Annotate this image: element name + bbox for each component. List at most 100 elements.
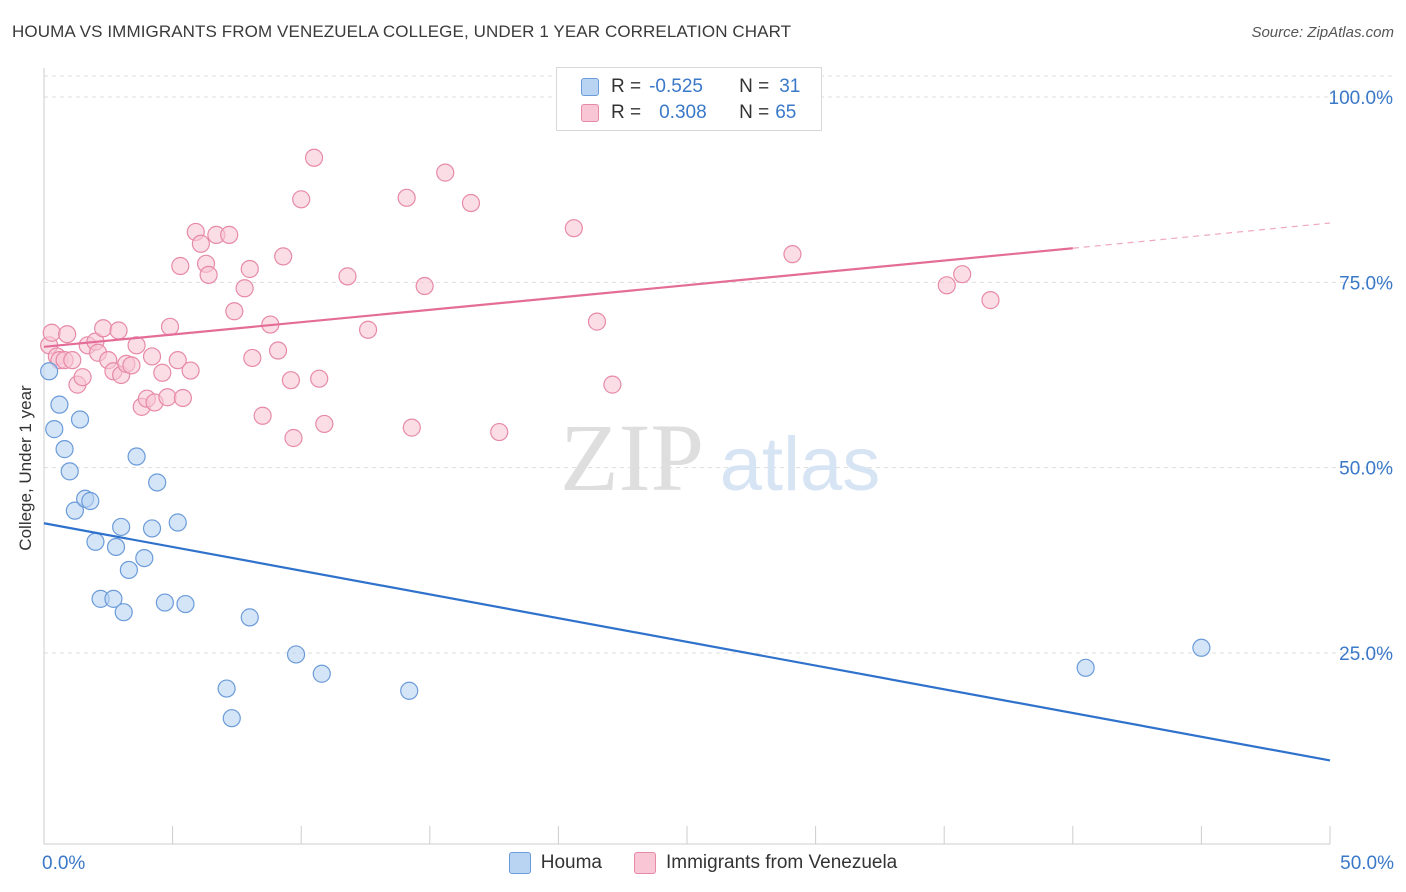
venezuela-point-25 [158,388,177,407]
venezuela-point-62 [783,245,802,264]
venezuela-point-36 [220,225,239,244]
venezuela-trend-extension [1072,222,1331,249]
houma-point-12 [106,537,126,557]
venezuela-point-28 [171,256,190,276]
venezuela-n-value: 65 [775,102,797,123]
watermark: ZIP atlas [560,404,880,511]
legend-box: R = -0.525 N = 31 R = 0.308 N = 65 [556,67,822,131]
venezuela-point-56 [436,163,455,182]
venezuela-point-27 [168,351,187,370]
bottom-houma-swatch [508,852,531,874]
venezuela-point-39 [240,259,259,279]
houma-point-24 [222,709,241,728]
y-tick-label-50: 50.0% [1339,459,1393,480]
houma-point-29 [1076,658,1095,677]
houma-point-11 [104,589,123,608]
venezuela-point-49 [310,369,329,388]
venezuela-point-12 [94,319,113,338]
houma-point-6 [70,410,90,429]
houma-point-0 [40,362,59,381]
venezuela-point-6 [63,351,82,370]
chart-source: Source: ZipAtlas.com [1251,24,1394,41]
venezuela-r-value: 0.308 [659,102,707,123]
venezuela-point-45 [281,371,301,390]
venezuela-point-24 [153,363,172,382]
houma-point-20 [155,593,174,612]
venezuela-point-37 [225,302,244,321]
axes [43,68,1331,845]
venezuela-point-43 [268,341,288,360]
venezuela-point-19 [127,336,146,355]
y-tick-label-25: 25.0% [1339,644,1393,665]
houma-point-4 [60,462,79,481]
venezuela-point-5 [58,325,77,344]
houma-swatch [581,78,599,96]
houma-point-19 [148,473,167,492]
houma-point-5 [65,501,84,520]
venezuela-point-59 [564,219,583,238]
houma-point-26 [286,645,306,664]
chart-title: HOUMA VS IMMIGRANTS FROM VENEZUELA COLLE… [12,22,792,41]
houma-point-2 [50,395,69,414]
venezuela-point-30 [181,361,200,380]
venezuela-point-18 [122,356,141,375]
venezuela-point-55 [415,276,434,296]
venezuela-swatch [581,104,599,122]
venezuela-point-34 [199,265,218,285]
venezuela-point-1 [42,323,61,342]
venezuela-point-48 [304,148,324,167]
venezuela-r-label: R = [611,102,642,123]
venezuela-point-29 [173,388,192,408]
houma-point-28 [400,681,419,700]
watermark-atlas: atlas [720,422,881,507]
venezuela-point-50 [315,414,334,434]
trend-lines [43,222,1331,762]
bottom-houma-label: Houma [540,852,602,873]
bottom-venezuela-label: Immigrants from Venezuela [665,852,898,873]
houma-point-14 [114,603,133,622]
venezuela-point-41 [253,406,272,425]
houma-point-25 [240,608,259,627]
bottom-venezuela-swatch [633,852,656,874]
venezuela-point-64 [953,265,972,284]
venezuela-point-53 [397,188,416,207]
legend-row-houma: R = -0.525 N = 31 [581,75,800,99]
x-tick-label-50: 50.0% [1340,853,1394,874]
venezuela-point-54 [402,418,421,437]
houma-point-1 [45,420,64,439]
venezuela-point-15 [109,321,128,340]
houma-point-8 [81,491,100,511]
houma-point-16 [127,447,146,466]
houma-r-label: R = [611,76,642,97]
venezuela-point-38 [235,279,254,298]
venezuela-point-8 [73,368,92,387]
houma-point-15 [119,560,138,580]
venezuela-point-63 [937,276,956,295]
data-points [40,148,1211,728]
houma-point-13 [112,517,131,537]
houma-n-label: N = [739,76,770,97]
tick-labels: 25.0% 50.0% 75.0% 100.0% 0.0% 50.0% [42,88,1394,874]
venezuela-point-22 [142,347,162,366]
y-axis-label: College, Under 1 year [16,385,35,551]
houma-point-9 [86,532,105,551]
venezuela-n-label: N = [739,102,770,123]
houma-point-18 [142,519,162,538]
houma-point-22 [176,594,195,614]
venezuela-point-65 [981,291,1000,310]
houma-point-3 [55,440,74,459]
legend-row-venezuela: R = 0.308 N = 65 [581,101,796,125]
venezuela-point-58 [490,422,509,442]
y-tick-label-75: 75.0% [1339,273,1393,294]
houma-point-30 [1192,638,1211,657]
venezuela-point-47 [292,190,311,209]
venezuela-point-57 [461,193,481,213]
x-tick-label-0: 0.0% [42,853,85,874]
venezuela-point-46 [284,428,303,448]
venezuela-point-52 [358,320,378,339]
venezuela-point-51 [338,267,357,286]
venezuela-point-40 [243,348,262,368]
venezuela-point-44 [274,247,293,266]
houma-point-17 [135,548,154,568]
